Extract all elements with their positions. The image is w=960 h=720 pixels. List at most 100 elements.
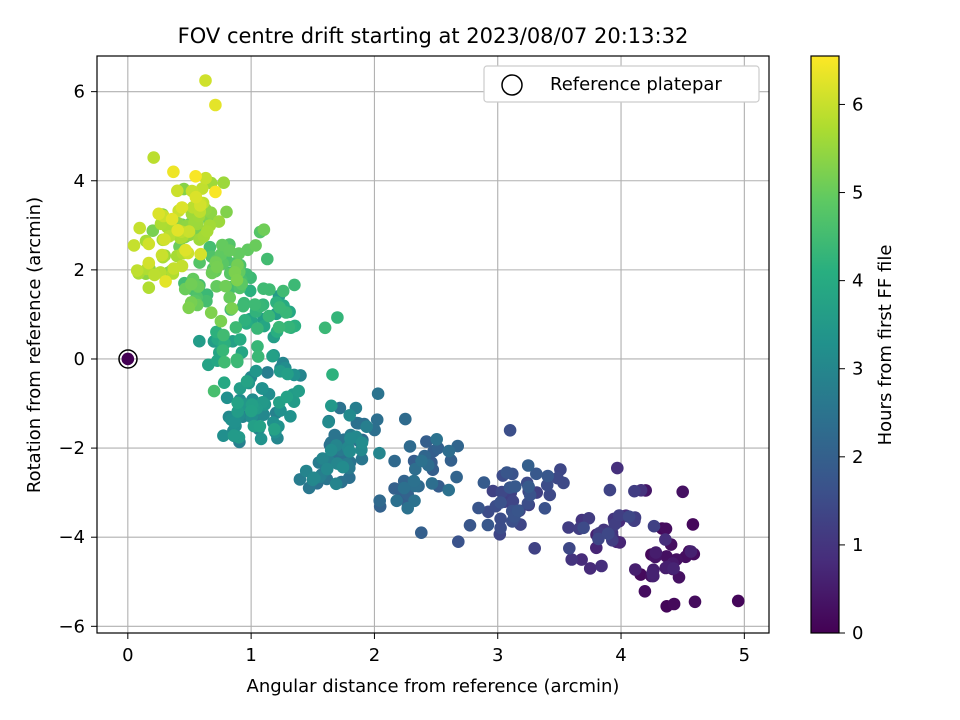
data-point [217,328,230,342]
data-point [360,420,374,434]
data-point [155,248,169,262]
data-point [503,424,517,437]
data-point [647,519,661,533]
data-point [390,494,404,508]
data-point [261,366,274,379]
data-point [171,224,184,237]
data-point [256,382,269,395]
data-point [477,476,491,489]
colorbar-tick-label: 2 [852,447,863,468]
colorbar: 0 1 2 3 4 5 6 Hours from first FF file [810,55,896,644]
data-point [425,477,439,490]
data-point [217,176,230,189]
data-point [282,320,296,334]
data-point [557,476,570,490]
data-point [130,264,144,277]
data-point [373,446,386,460]
data-point [189,190,203,204]
data-point [328,428,342,442]
data-point [273,301,286,314]
data-point [603,483,617,497]
data-point [216,344,230,357]
data-point [262,309,276,323]
x-tick-label: 4 [615,645,626,666]
data-point [171,184,184,198]
data-point [142,256,156,270]
data-point [463,519,477,532]
data-point [646,566,659,579]
data-point [450,470,463,484]
data-point [684,545,698,558]
data-point [251,340,264,353]
data-point [397,481,411,495]
data-point [494,512,507,526]
data-point [236,299,250,313]
data-point [521,459,535,472]
data-point [420,435,433,448]
data-point [210,260,224,274]
data-point [508,480,522,493]
data-point [218,355,231,369]
data-point [415,526,428,539]
reference-point [121,352,135,366]
data-point [563,542,576,555]
data-point [266,349,279,363]
data-point [147,151,160,164]
chart-title: FOV centre drift starting at 2023/08/07 … [178,24,689,48]
colorbar-tick-label: 0 [852,623,863,644]
colorbar-tick-label: 5 [852,183,863,204]
data-point [194,247,207,261]
data-point [500,466,514,479]
data-point [452,535,465,548]
data-point [583,562,597,575]
data-point [355,452,369,466]
legend-entry-reference: Reference platepar [550,74,722,95]
data-point [638,585,652,598]
y-tick-label: 4 [74,171,85,192]
data-point [541,469,555,483]
data-point [254,432,268,446]
data-point [158,233,171,246]
colorbar-tick-label: 4 [852,271,863,292]
y-axis-ticks: −6 −4 −2 0 2 4 6 [58,82,97,637]
data-point [403,440,417,453]
data-point [371,387,385,401]
scatter-points [121,74,745,613]
data-point [199,171,212,185]
data-point [731,594,745,608]
legend: Reference platepar [483,65,760,103]
data-point [159,275,172,288]
data-point [142,237,156,251]
data-point [251,322,264,335]
data-point [243,284,257,298]
data-point [506,495,520,508]
plot-frame [96,55,770,634]
colorbar-ticks: 0 1 2 3 4 5 6 [839,94,863,644]
data-point [281,367,294,381]
data-point [165,212,179,226]
data-point [223,291,236,304]
data-point [355,436,369,450]
y-tick-label: 2 [74,260,85,281]
data-point [442,444,456,458]
data-point [233,333,247,346]
data-point [601,527,615,540]
data-point [272,320,286,334]
data-point [322,415,335,429]
data-point [223,244,236,257]
data-point [659,522,673,536]
data-point [142,281,156,295]
data-point [522,480,535,494]
y-tick-label: 0 [74,349,85,370]
data-point [481,518,495,532]
y-tick-label: 6 [74,82,85,103]
data-point [261,252,274,266]
data-point [203,240,217,254]
data-point [167,262,181,275]
data-point [219,279,232,293]
data-point [240,375,254,388]
data-point [415,454,428,468]
data-point [595,559,608,573]
data-point [511,504,525,518]
data-point [562,521,575,534]
